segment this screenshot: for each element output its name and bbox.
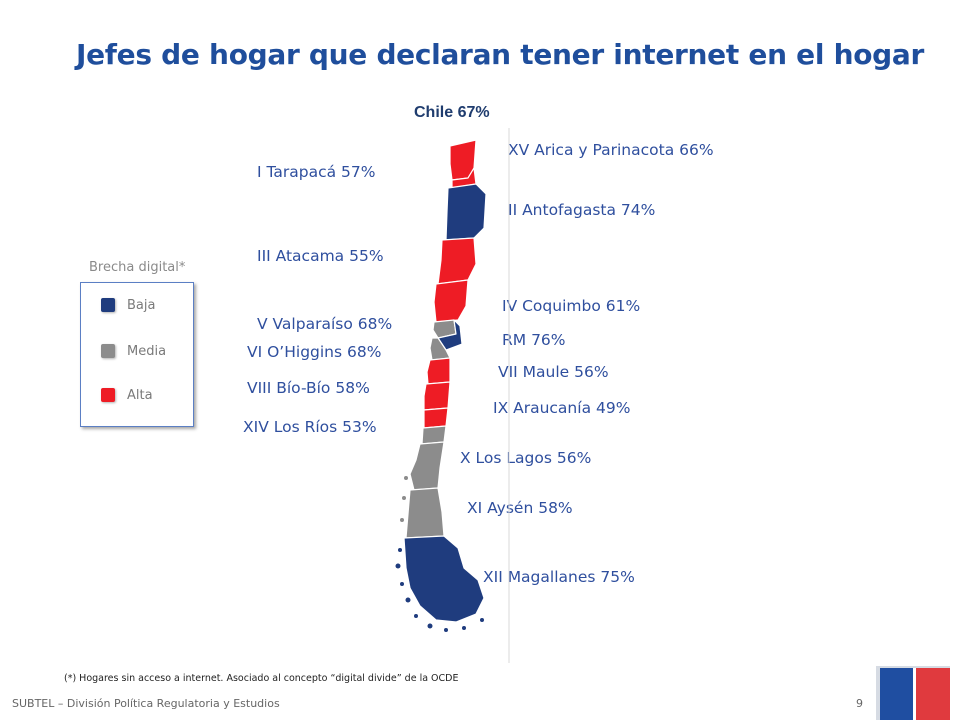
legend-swatch-baja xyxy=(101,298,115,312)
legend-item-baja: Baja xyxy=(101,297,155,313)
map-region-xi xyxy=(405,487,445,539)
footnote: (*) Hogares sin acceso a internet. Asoci… xyxy=(64,673,459,684)
map-region-iv xyxy=(433,279,469,323)
region-label-v: V Valparaíso 68% xyxy=(257,315,393,333)
region-label-iv: IV Coquimbo 61% xyxy=(502,297,641,315)
footer-text: SUBTEL – División Política Regulatoria y… xyxy=(12,697,280,710)
map-islands-x-xi xyxy=(400,476,408,522)
map-islands-xii xyxy=(395,548,484,632)
map-region-vii xyxy=(426,357,451,385)
legend-label-media: Media xyxy=(127,343,167,359)
map-region-iii xyxy=(437,237,477,285)
page-title: Jefes de hogar que declaran tener intern… xyxy=(75,38,924,71)
region-label-vi: VI O’Higgins 68% xyxy=(247,343,382,361)
map-region-i xyxy=(451,167,477,189)
map-region-ii xyxy=(445,183,487,241)
region-label-viii: VIII Bío-Bío 58% xyxy=(247,379,370,397)
region-label-xi: XI Aysén 58% xyxy=(467,499,573,517)
region-label-xiv: XIV Los Ríos 53% xyxy=(243,418,377,436)
map-region-ix xyxy=(423,407,449,429)
region-label-x: X Los Lagos 56% xyxy=(460,449,592,467)
region-label-iii: III Atacama 55% xyxy=(257,247,384,265)
flag-logo xyxy=(876,666,950,720)
legend-item-alta: Alta xyxy=(101,387,153,403)
national-label: Chile 67% xyxy=(414,104,490,121)
map-region-x xyxy=(409,441,445,491)
map-region-xiv xyxy=(421,425,447,445)
region-label-ii: II Antofagasta 74% xyxy=(508,201,656,219)
region-label-xv: XV Arica y Parinacota 66% xyxy=(508,141,714,159)
legend: Baja Media Alta xyxy=(80,282,194,427)
region-label-rm: RM 76% xyxy=(502,331,566,349)
chile-region-map xyxy=(395,128,510,663)
legend-label-baja: Baja xyxy=(127,297,156,313)
page-number: 9 xyxy=(856,697,863,710)
legend-item-media: Media xyxy=(101,343,166,359)
region-label-vii: VII Maule 56% xyxy=(498,363,609,381)
legend-swatch-media xyxy=(101,344,115,358)
region-label-i: I Tarapacá 57% xyxy=(257,163,376,181)
map-region-viii xyxy=(423,381,451,411)
legend-title: Brecha digital* xyxy=(89,260,186,275)
legend-swatch-alta xyxy=(101,388,115,402)
region-label-ix: IX Araucanía 49% xyxy=(493,399,631,417)
legend-label-alta: Alta xyxy=(127,387,153,403)
region-label-xii: XII Magallanes 75% xyxy=(483,568,635,586)
map-region-xii xyxy=(403,535,485,623)
